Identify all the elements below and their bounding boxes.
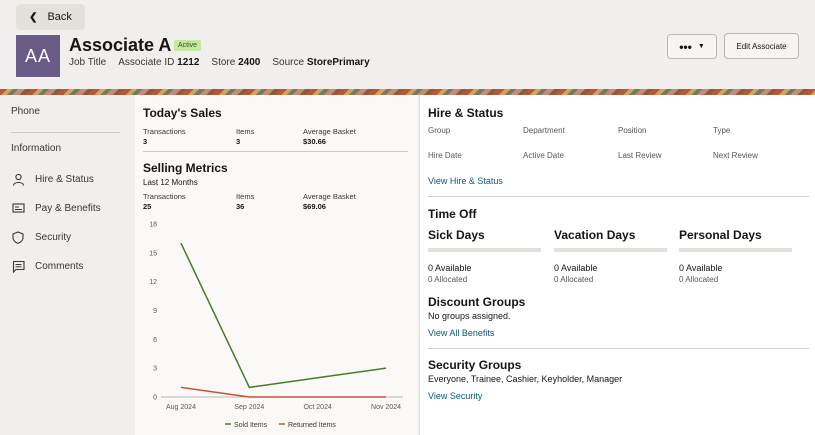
sick-days-bar [428, 248, 541, 252]
source: Source StorePrimary [272, 57, 370, 68]
view-all-benefits-link[interactable]: View All Benefits [428, 328, 495, 338]
avatar: AA [16, 35, 60, 77]
section-divider [428, 348, 809, 349]
metrics-transactions: Transactions 25 [143, 192, 186, 211]
series-line-sold-items [180, 242, 387, 389]
section-divider [428, 196, 809, 197]
comment-icon [11, 259, 25, 273]
last-review-label: Last Review [618, 151, 662, 160]
sidebar-item-label: Security [35, 231, 72, 243]
sidebar-phone[interactable]: Phone [11, 106, 40, 117]
back-button[interactable]: ❮ Back [16, 4, 85, 30]
y-tick-label: 6 [153, 337, 157, 344]
position-label: Position [618, 126, 647, 135]
view-hire-status-link[interactable]: View Hire & Status [428, 176, 503, 186]
security-groups-text: Everyone, Trainee, Cashier, Keyholder, M… [428, 374, 623, 384]
sales-panel: Today's Sales Transactions 3 Items 3 Avera… [135, 95, 418, 435]
y-tick-label: 12 [149, 279, 157, 286]
x-tick-label: Sep 2024 [234, 404, 264, 411]
more-icon: ••• [679, 39, 692, 54]
sidebar-item-label: Hire & Status [35, 173, 94, 185]
y-tick-label: 15 [149, 250, 157, 257]
personal-days-label: Personal Days [679, 228, 762, 242]
sidebar-information[interactable]: Information [11, 143, 62, 154]
next-review-label: Next Review [713, 151, 758, 160]
security-groups-title: Security Groups [428, 358, 522, 372]
discount-groups-text: No groups assigned. [428, 311, 511, 321]
associate-meta: Job Title Associate ID 1212 Store 2400 S… [69, 57, 370, 68]
shield-icon [11, 230, 25, 244]
sick-days-available: 0 Available [428, 263, 472, 273]
job-title: Job Title [69, 57, 107, 68]
associate-name: Associate A [69, 35, 172, 55]
sidebar-item-security[interactable]: Security [11, 230, 71, 244]
legend-label: Sold Items [234, 422, 268, 429]
sidebar-item-label: Comments [35, 260, 84, 272]
store: Store 2400 [211, 57, 261, 68]
y-tick-label: 18 [149, 222, 157, 229]
selling-metrics-period: Last 12 Months [143, 178, 198, 187]
hire-status-title: Hire & Status [428, 106, 504, 120]
chevron-left-icon: ❮ [29, 11, 38, 23]
back-label: Back [47, 11, 72, 23]
caret-down-icon: ▼ [697, 43, 705, 50]
group-label: Group [428, 126, 451, 135]
sidebar-item-pay-benefits[interactable]: Pay & Benefits [11, 201, 101, 215]
personal-days-allocated: 0 Allocated [679, 275, 719, 284]
details-panel: Hire & Status Group Department Position … [419, 95, 815, 435]
decorative-band [0, 89, 815, 95]
discount-groups-title: Discount Groups [428, 295, 526, 309]
y-tick-label: 9 [153, 308, 157, 315]
vacation-days-label: Vacation Days [554, 228, 636, 242]
todays-items: Items 3 [236, 127, 255, 146]
personal-days-available: 0 Available [679, 263, 723, 273]
sidebar-item-label: Pay & Benefits [35, 202, 101, 214]
todays-transactions: Transactions 3 [143, 127, 186, 146]
associate-id: Associate ID 1212 [118, 57, 200, 68]
y-tick-label: 0 [153, 395, 157, 402]
series-line-returned-items [180, 386, 386, 398]
todays-sales-title: Today's Sales [143, 106, 222, 120]
legend-label: Returned Items [288, 422, 336, 429]
metrics-average-basket: Average Basket $69.06 [303, 192, 356, 211]
vacation-days-bar [554, 248, 667, 252]
selling-metrics-title: Selling Metrics [143, 161, 228, 175]
vacation-days-available: 0 Available [554, 263, 598, 273]
view-security-link[interactable]: View Security [428, 391, 483, 401]
x-tick-label: Oct 2024 [303, 404, 332, 411]
active-date-label: Active Date [523, 151, 564, 160]
type-label: Type [713, 126, 731, 135]
sidebar-item-hire-status[interactable]: Hire & Status [11, 172, 94, 186]
edit-associate-button[interactable]: Edit Associate [724, 33, 799, 59]
sidebar-item-comments[interactable]: Comments [11, 259, 83, 273]
hire-date-label: Hire Date [428, 151, 462, 160]
more-actions-button[interactable]: ••• ▼ [667, 34, 717, 59]
y-tick-label: 3 [153, 366, 157, 373]
person-icon [11, 172, 25, 186]
x-tick-label: Aug 2024 [166, 404, 196, 411]
department-label: Department [523, 126, 565, 135]
money-icon [11, 201, 25, 215]
x-tick-label: Nov 2024 [371, 404, 401, 411]
status-badge: Active [174, 40, 202, 51]
sidebar-divider [11, 132, 120, 133]
time-off-title: Time Off [428, 207, 477, 221]
selling-metrics-chart: 0 3 6 9 12 15 18 Aug 2024 Sep 2024 Oct 2024 Nov 20… [149, 222, 403, 429]
personal-days-bar [679, 248, 792, 252]
todays-average-basket: Average Basket $30.66 [303, 127, 356, 146]
sidebar: Phone Information Hire & Status Pay & Be… [0, 95, 135, 435]
sick-days-allocated: 0 Allocated [428, 275, 468, 284]
page-header: ❮ Back AA Associate A Active Job Title A… [0, 0, 815, 89]
sick-days-label: Sick Days [428, 228, 485, 242]
section-divider [143, 151, 408, 152]
vacation-days-allocated: 0 Allocated [554, 275, 594, 284]
metrics-items: Items 36 [236, 192, 255, 211]
